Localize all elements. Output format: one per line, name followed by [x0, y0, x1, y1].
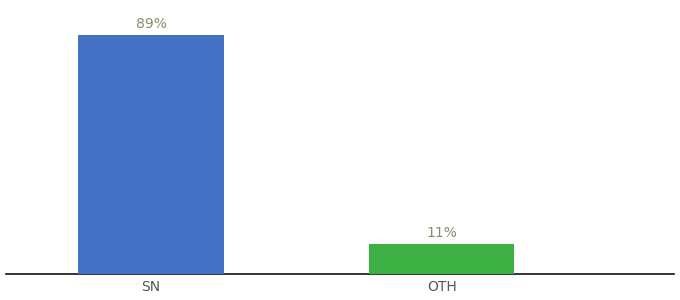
Text: 11%: 11% — [426, 226, 457, 240]
Bar — [78, 35, 224, 274]
Bar — [369, 244, 515, 274]
Text: 89%: 89% — [135, 17, 167, 31]
